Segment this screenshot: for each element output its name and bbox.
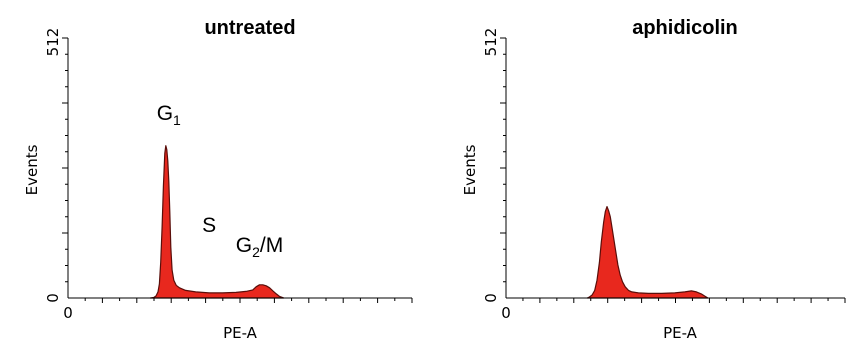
y-tick-label-max: 512 [482,28,500,57]
histogram-area [586,206,709,299]
y-axis-label: Events [23,144,41,195]
y-axis-label: Events [461,144,479,195]
x-axis-label: PE-A [223,324,258,342]
y-tick-label-max: 512 [44,28,62,57]
chart-title: aphidicolin [632,17,738,39]
chart-panel-2: aphidicolin 512 00 Events PE-A [461,17,846,342]
histogram-area [149,145,285,299]
phase-label-s: S [202,214,216,237]
y-tick-label-zero: 0 [44,293,62,303]
x-tick-label-zero: 0 [63,304,73,322]
phase-label-g2m: G2/M [236,234,283,260]
chart-title: untreated [204,17,295,39]
phase-label-g1: G1 [157,102,181,128]
y-tick-label-zero: 0 [482,293,500,303]
x-axis-label: PE-A [663,324,698,342]
chart-panel-1: untreated 512 00 Events PE-A G1 S G2/M [23,17,413,342]
x-tick-label-zero: 0 [501,304,511,322]
